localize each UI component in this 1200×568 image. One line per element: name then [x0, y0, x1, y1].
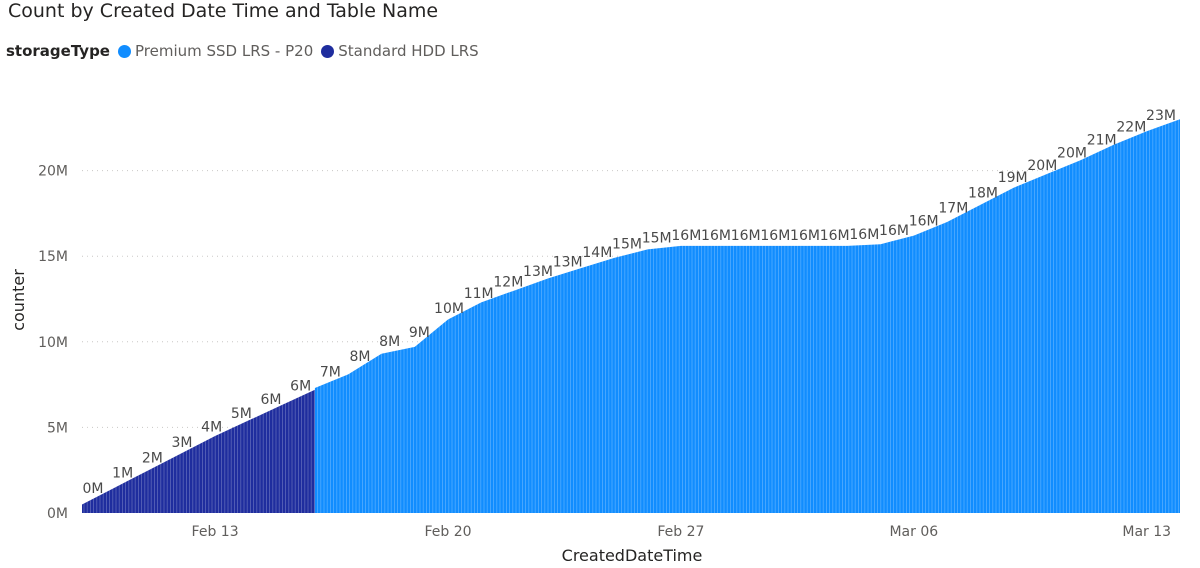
- data-label: 9M: [409, 325, 430, 341]
- data-label: 6M: [290, 378, 311, 394]
- legend-marker-premium: [117, 44, 131, 58]
- data-label: 15M: [642, 230, 672, 246]
- y-tick-label: 0M: [47, 506, 68, 522]
- data-label: 16M: [849, 227, 879, 243]
- data-label: 16M: [790, 228, 820, 244]
- legend: storageType Premium SSD LRS - P20 Standa…: [6, 42, 487, 60]
- legend-item-standard[interactable]: Standard HDD LRS: [321, 42, 479, 60]
- data-label: 19M: [998, 170, 1028, 186]
- x-tick-label: Mar 06: [889, 524, 938, 540]
- data-label: 13M: [553, 254, 583, 270]
- y-tick-label: 5M: [47, 420, 68, 436]
- legend-label-premium: Premium SSD LRS - P20: [134, 42, 314, 60]
- data-label: 1M: [112, 466, 133, 482]
- data-label: 18M: [968, 185, 998, 201]
- data-label: 16M: [760, 228, 790, 244]
- data-label: 3M: [172, 435, 193, 451]
- data-label: 2M: [142, 450, 163, 466]
- data-label: 16M: [879, 223, 909, 239]
- data-label: 20M: [1027, 158, 1057, 174]
- data-label: 23M: [1146, 108, 1176, 124]
- legend-item-premium[interactable]: Premium SSD LRS - P20: [117, 42, 314, 60]
- legend-label-standard: Standard HDD LRS: [338, 42, 479, 60]
- data-label: 6M: [261, 392, 282, 408]
- data-label: 13M: [523, 264, 553, 280]
- area-series-premium-ssd: [314, 119, 1181, 514]
- y-tick-label: 20M: [38, 164, 68, 180]
- y-tick-label: 15M: [38, 249, 68, 265]
- data-label: 8M: [379, 334, 400, 350]
- y-axis-title: counter: [9, 269, 28, 331]
- y-tick-label: 10M: [38, 335, 68, 351]
- data-label: 14M: [582, 245, 612, 261]
- data-label: 16M: [820, 228, 850, 244]
- data-label: 22M: [1116, 120, 1146, 136]
- data-label: 11M: [464, 286, 494, 302]
- data-label: 5M: [231, 406, 252, 422]
- data-label: 7M: [320, 365, 341, 381]
- data-label: 0M: [83, 481, 104, 497]
- x-axis-title: CreatedDateTime: [562, 546, 703, 565]
- data-label: 4M: [201, 420, 222, 436]
- x-tick-label: Feb 27: [657, 524, 704, 540]
- data-label: 16M: [701, 228, 731, 244]
- data-label: 17M: [938, 201, 968, 217]
- data-label: 16M: [671, 228, 701, 244]
- data-label: 16M: [731, 228, 761, 244]
- x-tick-label: Feb 13: [192, 524, 239, 540]
- legend-marker-standard: [321, 44, 335, 58]
- chart-title: Count by Created Date Time and Table Nam…: [8, 0, 439, 22]
- data-label: 10M: [434, 301, 464, 317]
- data-label: 15M: [612, 237, 642, 253]
- area-series-standard-hdd: [82, 389, 315, 513]
- legend-title: storageType: [6, 42, 110, 60]
- data-label: 21M: [1087, 132, 1117, 148]
- data-label: 12M: [493, 275, 523, 291]
- data-label: 20M: [1057, 146, 1087, 162]
- data-label: 8M: [350, 349, 371, 365]
- x-tick-label: Mar 13: [1122, 524, 1171, 540]
- x-tick-label: Feb 20: [424, 524, 471, 540]
- data-label: 16M: [909, 214, 939, 230]
